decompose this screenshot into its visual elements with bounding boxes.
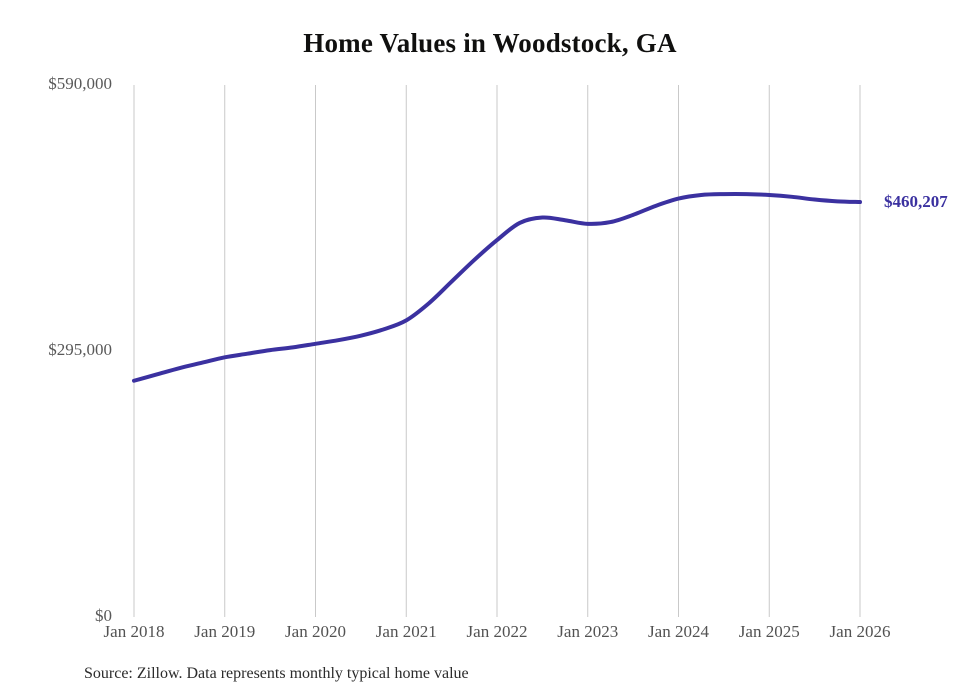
- x-tick-label: Jan 2020: [285, 622, 346, 641]
- y-tick-label: $295,000: [48, 340, 112, 359]
- vertical-gridlines: [133, 85, 861, 617]
- chart-title: Home Values in Woodstock, GA: [303, 28, 677, 58]
- x-tick-label: Jan 2019: [194, 622, 256, 641]
- series-line-typical-home-value: [132, 191, 862, 383]
- series-line-group: [132, 191, 862, 383]
- y-tick-label: $0: [95, 606, 112, 625]
- source-note: Source: Zillow. Data represents monthly …: [84, 665, 469, 682]
- x-tick-label: Jan 2022: [466, 622, 528, 641]
- x-tick-label: Jan 2024: [648, 622, 709, 641]
- x-tick-label: Jan 2018: [103, 622, 165, 641]
- x-tick-label: Jan 2025: [738, 622, 800, 641]
- x-tick-label: Jan 2021: [375, 622, 437, 641]
- x-tick-label: Jan 2026: [829, 622, 891, 641]
- y-tick-label: $590,000: [48, 74, 112, 93]
- end-point-value-label: $460,207: [884, 192, 948, 212]
- x-tick-label: Jan 2023: [557, 622, 619, 641]
